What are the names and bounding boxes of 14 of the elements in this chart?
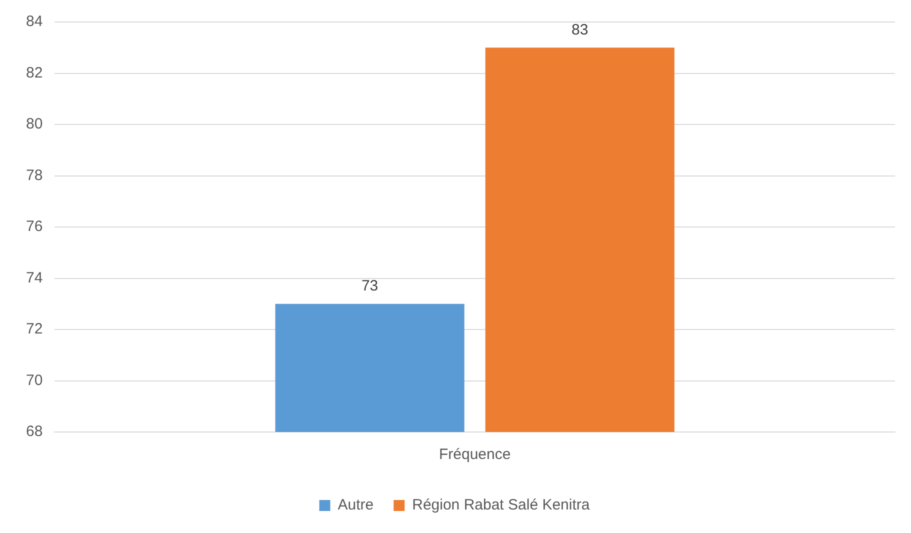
x-tick-label: Fréquence bbox=[438, 446, 511, 464]
y-tick-label: 80 bbox=[26, 116, 43, 133]
legend-label: Autre bbox=[338, 496, 374, 514]
y-tick-label: 72 bbox=[26, 320, 43, 338]
legend-label: Région Rabat Salé Kenitra bbox=[412, 496, 590, 514]
y-tick-label: 78 bbox=[26, 166, 43, 184]
y-tick-label: 84 bbox=[26, 13, 43, 30]
y-tick-label: 76 bbox=[26, 218, 43, 236]
y-tick-label: 74 bbox=[26, 269, 43, 286]
y-tick-label: 70 bbox=[26, 372, 43, 389]
data-label: 73 bbox=[361, 278, 378, 295]
y-tick-label: 68 bbox=[26, 423, 43, 440]
y-tick-label: 82 bbox=[26, 64, 43, 82]
data-label: 83 bbox=[572, 21, 588, 38]
